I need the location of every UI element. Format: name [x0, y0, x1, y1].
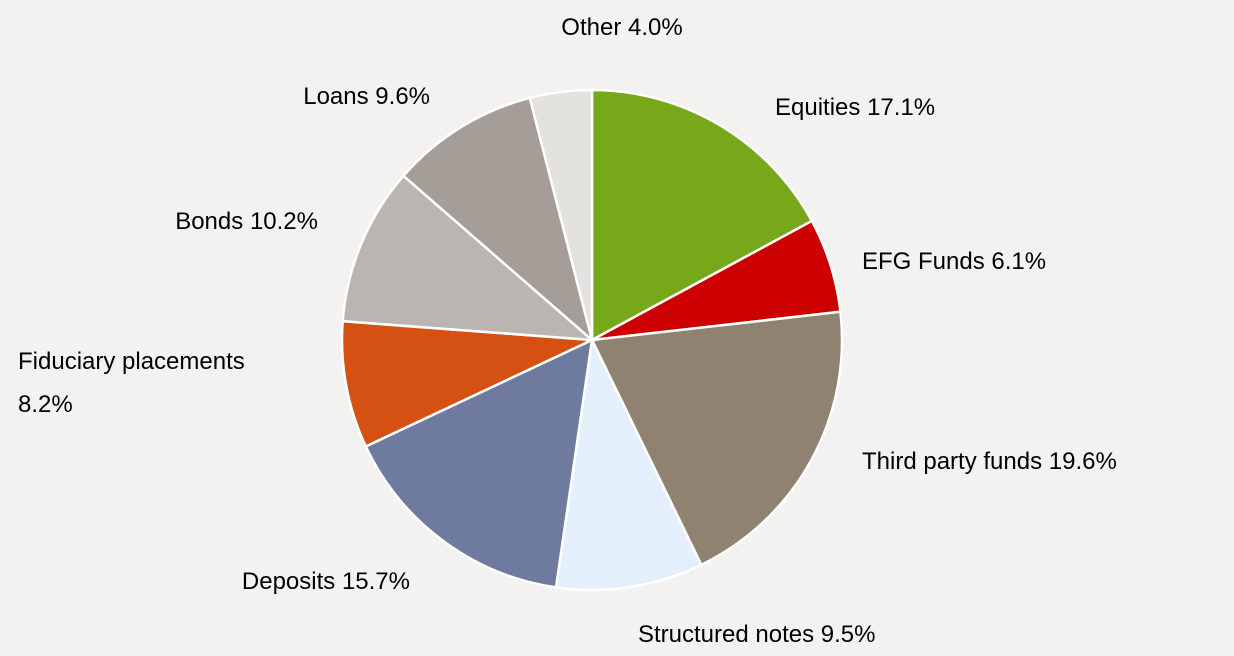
pie-slice: [364, 337, 594, 589]
value-label: 9.5%: [820, 621, 876, 648]
value-label: 17.1%: [867, 94, 936, 121]
value-label: 15.7%: [341, 568, 410, 595]
category-label: Deposits: [241, 568, 336, 595]
value-label: 19.6%: [1048, 448, 1117, 475]
category-label: Third party funds: [862, 448, 1043, 475]
category-label: Other: [561, 14, 622, 41]
slice-label: Other 4.0%: [561, 13, 682, 43]
slice-label: Third party funds 19.6%: [862, 447, 1117, 477]
pie-slice: [590, 88, 814, 343]
pie-slice: [528, 88, 594, 341]
pie-slice: [554, 335, 703, 592]
category-label: Equities: [775, 94, 861, 121]
slice-label: Equities 17.1%: [775, 93, 935, 123]
pie-slice: [340, 319, 597, 449]
slice-label: Fiduciary placements 8.2%: [18, 340, 288, 426]
slice-label: Deposits 15.7%: [242, 567, 410, 597]
value-label: 9.6%: [375, 83, 430, 110]
slice-label: Loans 9.6%: [303, 82, 430, 112]
value-label: 8.2%: [18, 391, 73, 418]
slice-label: Bonds 10.2%: [175, 207, 318, 237]
pie-slice: [590, 310, 844, 567]
value-label: 4.0%: [628, 14, 683, 41]
category-label: EFG Funds: [862, 248, 985, 275]
category-label: Fiduciary placements: [18, 348, 245, 375]
slice-label: EFG Funds 6.1%: [862, 247, 1046, 277]
category-label: Structured notes: [638, 621, 815, 648]
pie-slice: [341, 174, 596, 342]
value-label: 6.1%: [991, 248, 1047, 275]
value-label: 10.2%: [249, 208, 318, 235]
slice-label: Structured notes 9.5%: [638, 620, 875, 650]
category-label: Loans: [303, 83, 369, 110]
category-label: Bonds: [175, 208, 244, 235]
